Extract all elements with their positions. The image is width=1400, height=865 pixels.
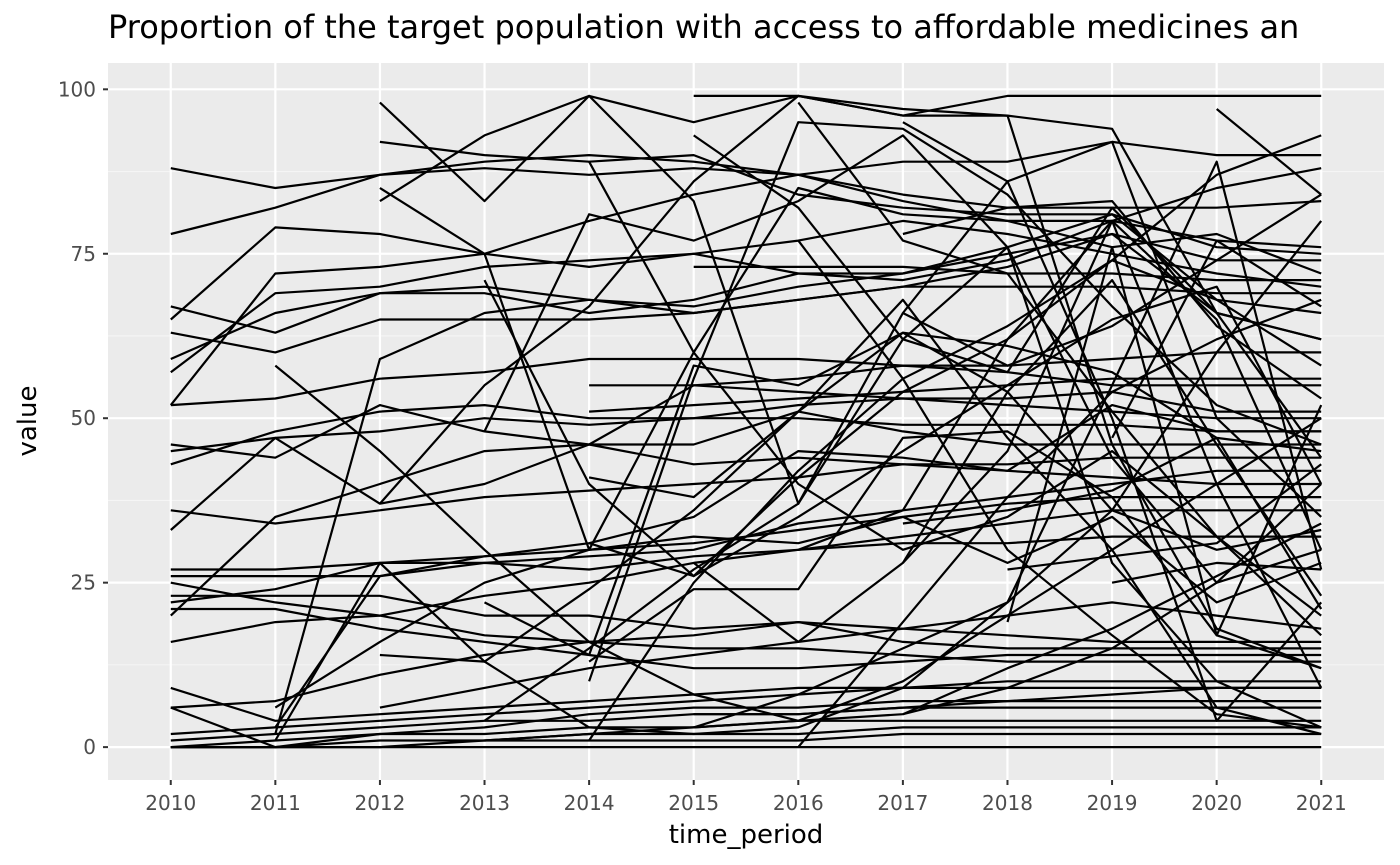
series-line (483, 279, 1323, 578)
series-line (170, 213, 1322, 361)
series-line (902, 548, 1322, 716)
x-tick-label: 2013 (459, 791, 510, 815)
series-line (379, 94, 1322, 670)
x-tick-label: 2014 (564, 791, 615, 815)
x-tick-label: 2021 (1296, 791, 1347, 815)
series-line (902, 436, 1323, 610)
x-tick-label: 2020 (1191, 791, 1242, 815)
x-tick-label: 2019 (1087, 791, 1138, 815)
series-line (274, 232, 1322, 735)
series-line (1216, 108, 1322, 196)
series-line (170, 535, 1322, 578)
series-line (170, 219, 1322, 321)
series-line (379, 94, 1323, 722)
series-line (170, 285, 1322, 354)
x-tick-label: 2017 (877, 791, 928, 815)
series-line (797, 219, 1323, 689)
series-line (379, 186, 1322, 551)
y-tick-label: 0 (83, 735, 96, 759)
x-tick-label: 2012 (354, 791, 405, 815)
y-tick-label: 25 (71, 571, 96, 595)
series-line (170, 456, 1322, 525)
x-tick-label: 2018 (982, 791, 1033, 815)
series-line (588, 430, 1322, 670)
series-line (170, 390, 1322, 453)
series-line (797, 101, 1322, 617)
series-line (588, 134, 1322, 578)
series-line (693, 219, 1323, 644)
series-line (170, 686, 1322, 736)
series-line (379, 298, 1322, 736)
x-tick-label: 2011 (250, 791, 301, 815)
series-line (588, 259, 1322, 742)
series-line (902, 193, 1322, 367)
series-line (589, 377, 1322, 413)
series-line (693, 160, 1323, 729)
x-tick-label: 2016 (773, 791, 824, 815)
axis-ticks: 0 25 50 75 100 2010 2011 2012 2013 2014 2015 2016 20… (58, 77, 1347, 815)
x-tick-label: 2015 (668, 791, 719, 815)
series-line (797, 298, 1322, 748)
series-line (170, 680, 1322, 722)
x-tick-label: 2010 (145, 791, 196, 815)
y-tick-label: 50 (71, 406, 96, 430)
series-line (1007, 463, 1322, 571)
series-line (693, 94, 1322, 341)
y-tick-label: 100 (58, 77, 96, 101)
series-line (902, 121, 1322, 518)
series-line (1111, 561, 1322, 584)
series-line (588, 121, 1322, 682)
series-line (274, 220, 1323, 742)
series-line (274, 515, 1322, 709)
series-line (170, 351, 1322, 407)
series-line (693, 686, 1322, 716)
chart-title: Proportion of the target population with… (108, 8, 1300, 46)
series-line (1111, 239, 1322, 439)
series-line (170, 620, 1322, 709)
series-line (170, 726, 1322, 749)
series-line (902, 200, 1322, 400)
series-line (170, 154, 1322, 236)
series-line (379, 601, 1322, 709)
series-line (170, 607, 1322, 670)
series-line (588, 331, 1322, 551)
x-axis-title: time_period (669, 820, 824, 850)
y-axis-title: value (13, 385, 43, 456)
series-line (169, 140, 1322, 406)
series-line (170, 509, 1322, 643)
series-line (170, 364, 1322, 617)
series-lines (169, 94, 1323, 749)
series-line (1006, 246, 1323, 637)
y-tick-label: 75 (71, 242, 96, 266)
series-line (588, 161, 1322, 637)
series-line (797, 239, 1322, 729)
